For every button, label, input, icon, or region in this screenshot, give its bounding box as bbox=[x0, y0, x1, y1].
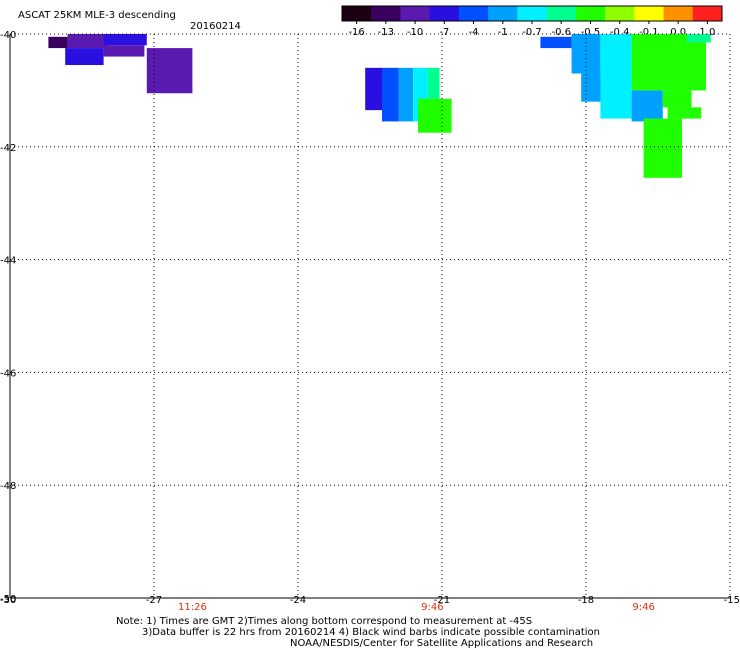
data-cells bbox=[48, 34, 711, 178]
time-label: 9:46 bbox=[632, 602, 654, 613]
data-cell bbox=[67, 34, 109, 49]
data-cell bbox=[427, 67, 440, 99]
data-cell bbox=[600, 34, 632, 119]
colorbar-tick-label: -0.6 bbox=[551, 27, 571, 38]
colorbar-segment bbox=[605, 6, 635, 21]
data-cell bbox=[540, 36, 572, 49]
colorbar-tick-label: -16 bbox=[348, 27, 364, 38]
grid-lines bbox=[10, 33, 731, 598]
x-tick-label: -18 bbox=[578, 595, 594, 606]
colorbar-segment bbox=[634, 6, 665, 21]
data-cell bbox=[643, 118, 682, 178]
colorbar-segment bbox=[458, 6, 489, 21]
data-cell bbox=[382, 67, 399, 122]
colorbar-segment bbox=[488, 6, 518, 21]
data-cell bbox=[103, 45, 145, 57]
note-line-2: 3)Data buffer is 22 hrs from 20160214 4)… bbox=[142, 627, 600, 638]
time-labels: 11:26 9:46 9:46 bbox=[178, 602, 655, 613]
data-cell bbox=[662, 90, 692, 108]
note-line-3: NOAA/NESDIS/Center for Satellite Applica… bbox=[290, 638, 593, 649]
colorbar-segment bbox=[575, 6, 606, 21]
data-cell bbox=[667, 107, 702, 119]
colorbar-tick-label: -7 bbox=[439, 27, 449, 38]
y-tick-label: -42 bbox=[0, 143, 16, 154]
y-tick-labels: -40 -42 -44 -46 -48 -50 bbox=[0, 30, 16, 605]
colorbar-tick-label: -0.5 bbox=[581, 27, 601, 38]
colorbar-segment bbox=[429, 6, 460, 21]
y-tick-label: -44 bbox=[0, 256, 16, 267]
colorbar-tick-label: -13 bbox=[378, 27, 394, 38]
x-tick-label: -21 bbox=[434, 595, 450, 606]
data-cell bbox=[48, 36, 68, 49]
time-label: 9:46 bbox=[421, 602, 443, 613]
y-tick-label: -46 bbox=[0, 368, 16, 379]
colorbar-segment bbox=[400, 6, 431, 21]
time-label: 11:26 bbox=[178, 602, 207, 613]
data-cell bbox=[65, 48, 104, 66]
data-cell bbox=[571, 34, 601, 74]
colorbar-segment bbox=[692, 6, 723, 21]
data-cell bbox=[418, 98, 452, 133]
data-cell bbox=[686, 34, 711, 43]
colorbar-segment bbox=[517, 6, 548, 21]
x-tick-label: -27 bbox=[146, 595, 162, 606]
data-cell bbox=[631, 34, 706, 91]
x-tick-label: -24 bbox=[290, 595, 306, 606]
colorbar-tick-label: 0.0 bbox=[670, 27, 686, 38]
data-cell bbox=[103, 34, 147, 46]
y-tick-label: -48 bbox=[0, 481, 16, 492]
data-cell bbox=[631, 90, 663, 122]
colorbar-tick-label: -1 bbox=[498, 27, 508, 38]
colorbar-tick-label: -0.7 bbox=[522, 27, 542, 38]
x-tick-label: -30 bbox=[0, 595, 16, 606]
colorbar-tick-label: -4 bbox=[469, 27, 479, 38]
colorbar-segment bbox=[371, 6, 401, 21]
y-tick-label: -40 bbox=[0, 30, 16, 41]
data-cell bbox=[365, 67, 382, 111]
product-title: ASCAT 25KM MLE-3 descending bbox=[18, 10, 176, 21]
y-tick-label: -50 bbox=[0, 594, 16, 605]
colorbar-tick-label: -10 bbox=[407, 27, 423, 38]
colorbar-segment bbox=[342, 6, 372, 21]
product-date: 20160214 bbox=[190, 21, 241, 32]
colorbar-tick-label: 1.0 bbox=[699, 27, 715, 38]
note-line-1: Note: 1) Times are GMT 2)Times along bot… bbox=[116, 616, 532, 627]
colorbar-tick-label: -0.4 bbox=[610, 27, 630, 38]
colorbar-legend: -16 -13 -10 -7 -4 -1 -0.7 -0.6 -0.5 -0.4 -0.1 0.0 1.… bbox=[341, 5, 723, 38]
colorbar-segment bbox=[546, 6, 577, 21]
data-cell bbox=[398, 67, 414, 122]
colorbar-tick-label: -0.1 bbox=[639, 27, 659, 38]
x-tick-label: -15 bbox=[724, 595, 740, 606]
colorbar-segment bbox=[663, 6, 694, 21]
plot-axes bbox=[9, 34, 730, 599]
x-tick-labels: -30 -27 -24 -21 -18 -15 bbox=[0, 595, 740, 606]
